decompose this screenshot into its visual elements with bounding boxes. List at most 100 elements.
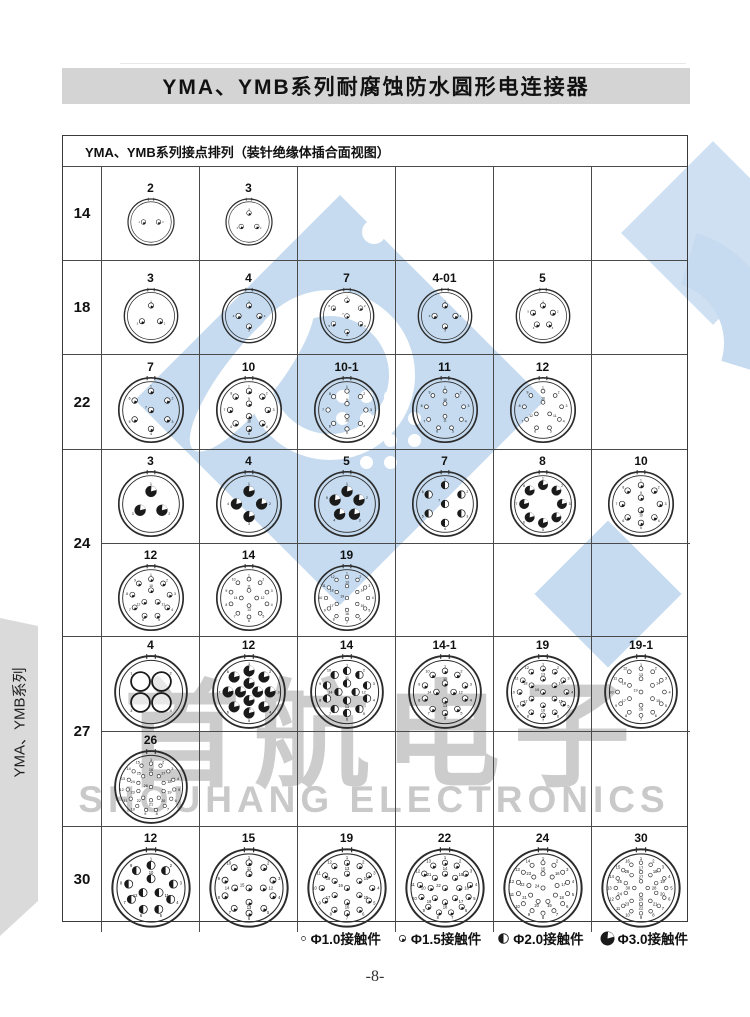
svg-text:3: 3 [248,328,250,332]
svg-text:11: 11 [316,870,321,875]
svg-text:16: 16 [345,612,349,616]
svg-text:28: 28 [652,885,657,890]
svg-text:11: 11 [410,882,415,887]
svg-text:5: 5 [571,892,574,897]
connector-cell: 5 1 2 3 4 5 [494,261,592,354]
svg-text:2: 2 [169,863,172,868]
connector-cell: 15 1 2 3 4 5 6 7 8 9 10 11 12 13 14 15 [200,827,298,933]
svg-text:13: 13 [344,866,349,871]
svg-text:2: 2 [263,314,265,318]
svg-text:6: 6 [622,519,624,523]
connector-cell: 19 1 2 3 4 5 6 7 8 9 10 11 12 13 14 15 16 17 18 19 [298,827,396,933]
contact-3.0-icon [600,931,615,946]
connector-count-label: 14 [339,638,354,652]
svg-text:5: 5 [158,618,160,622]
shell-size-label: 14 [63,167,102,260]
svg-text:23: 23 [625,902,630,907]
svg-text:17: 17 [639,865,644,870]
svg-text:5: 5 [549,430,551,434]
svg-text:8: 8 [217,895,220,900]
connector-diagram: 1 2 3 4 5 6 7 [319,287,374,343]
svg-text:19: 19 [633,689,637,693]
page-title-bar: YMA、YMB系列耐腐蚀防水圆形电连接器 [62,68,690,104]
svg-text:8: 8 [120,880,123,885]
table-body: 14 2 1 2 3 1 2 3 18 3 1 2 3 4 1 2 3 4 7 1 2 3 4 5 6 7 4-01 1 2 3 4 5 1 2 3… [63,167,690,933]
svg-text:13: 13 [247,608,251,612]
svg-text:6: 6 [359,617,361,621]
svg-text:16: 16 [555,871,560,876]
connector-count-label: 19 [339,547,354,562]
svg-text:7: 7 [233,614,235,618]
svg-text:12: 12 [509,879,514,884]
watermark-white-dot-large [362,220,386,244]
svg-text:11: 11 [164,893,169,898]
connector-cell: 19 1 2 3 4 5 6 7 8 9 10 11 12 13 14 15 16 17 18 19 [298,543,396,636]
svg-text:9: 9 [318,901,321,906]
svg-text:17: 17 [161,772,165,776]
svg-text:8: 8 [225,603,227,607]
svg-text:12: 12 [327,859,332,864]
svg-text:8: 8 [436,915,439,920]
connector-sub-row: 12 1 2 3 4 5 6 7 8 9 10 11 12 14 1 2 3 4 5 6 7 8 9 10 11 12 13 14 19… [102,542,690,636]
svg-text:3: 3 [171,767,173,771]
connector-cell: 30 1 2 3 4 5 6 7 8 9 10 11 12 13 14 15 16 17 18 19 20 21 22 23 2… [592,827,690,932]
svg-text:1: 1 [345,855,348,860]
svg-text:9: 9 [248,397,250,401]
svg-text:5: 5 [266,910,269,915]
svg-text:12: 12 [132,893,137,898]
svg-text:6: 6 [226,711,228,715]
svg-text:8: 8 [155,812,157,816]
svg-text:21: 21 [426,872,431,877]
watermark-dot [384,412,397,425]
connector-diagram: 1 2 3 4 5 6 7 8 9 10 [313,376,380,444]
svg-text:4: 4 [371,596,373,600]
svg-text:1: 1 [150,573,152,577]
connector-cell: 19 1 2 3 4 5 6 7 8 9 10 11 12 13 14 15 16 17 18 19 [494,637,592,732]
svg-text:1: 1 [150,385,152,389]
svg-text:3: 3 [662,865,665,870]
svg-text:7: 7 [423,420,425,424]
svg-text:9: 9 [319,682,321,686]
svg-text:2: 2 [557,666,559,670]
svg-text:16: 16 [344,905,349,910]
connector-cell: 4 1 2 3 4 [200,261,298,354]
svg-text:19: 19 [338,883,343,888]
svg-text:1: 1 [346,385,348,389]
svg-text:4: 4 [668,874,671,879]
svg-text:3: 3 [236,227,238,230]
svg-text:3: 3 [358,519,360,523]
svg-text:3: 3 [469,868,472,873]
svg-text:6: 6 [247,916,250,921]
svg-text:6: 6 [522,521,524,525]
svg-text:9: 9 [527,912,530,917]
svg-text:19: 19 [547,903,552,908]
svg-text:7: 7 [451,915,454,920]
svg-text:2: 2 [269,503,271,507]
svg-text:9: 9 [526,391,528,395]
connector-sub-row: 4 1 2 3 4 12 1 2 3 4 5 6 7 8 9 10 11 12 14 1 2 3 4 5 6 7 8 9 10 11 12 1… [102,637,690,732]
svg-text:18: 18 [523,682,527,686]
svg-text:4: 4 [469,699,472,703]
svg-text:20: 20 [421,885,426,890]
watermark-dot [384,390,397,403]
shell-row-content: 12 1 2 3 4 5 6 7 8 9 10 11 12 15 1 2 3 4 5 6 7 8 9 10 11 12 13 14 15… [102,827,690,933]
svg-text:13: 13 [345,580,349,584]
svg-text:12: 12 [415,868,420,873]
svg-text:10: 10 [515,904,520,909]
svg-text:7: 7 [438,499,440,503]
connector-count-label: 12 [143,547,158,562]
svg-text:17: 17 [523,699,527,703]
empty-cell [396,167,494,260]
watermark-dot [408,412,421,425]
svg-text:2: 2 [363,304,365,308]
svg-text:9: 9 [217,876,220,881]
svg-text:9: 9 [615,704,617,708]
svg-text:11: 11 [613,677,617,681]
connector-cell: 11 1 2 3 4 5 6 7 8 9 10 11 [396,355,494,449]
connector-diagram: 1 2 3 4 5 6 7 [117,376,184,444]
connector-count-label: 26 [143,733,158,748]
svg-text:6: 6 [230,425,232,429]
svg-text:10: 10 [326,669,330,673]
